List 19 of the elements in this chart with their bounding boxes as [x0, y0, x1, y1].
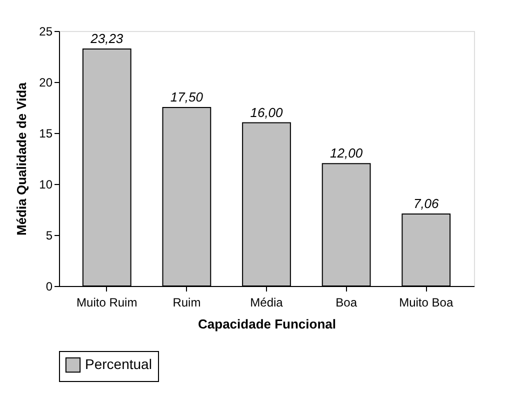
- legend-label: Percentual: [85, 356, 152, 372]
- y-tick-label: 0: [46, 280, 53, 294]
- y-axis-title: Média Qualidade de Vida: [14, 82, 30, 236]
- x-tick-label: Muito Boa: [399, 296, 454, 310]
- data-label: 7,06: [413, 196, 440, 211]
- x-axis-title: Capacidade Funcional: [198, 316, 336, 332]
- y-tick-label: 20: [39, 76, 53, 90]
- y-tick-label: 5: [46, 228, 53, 242]
- y-tick-label: 10: [39, 178, 53, 192]
- x-tick-label: Ruim: [172, 296, 201, 310]
- data-label: 16,00: [250, 104, 284, 120]
- y-tick-label: 25: [39, 24, 53, 38]
- data-label: 23,23: [90, 31, 124, 46]
- data-label: 12,00: [330, 146, 364, 161]
- x-tick-label: Média: [250, 296, 284, 310]
- data-label: 17,50: [170, 90, 204, 104]
- y-tick-label: 15: [39, 126, 53, 140]
- x-tick-label: Muito Ruim: [76, 296, 138, 310]
- x-tick-label: Boa: [336, 296, 358, 310]
